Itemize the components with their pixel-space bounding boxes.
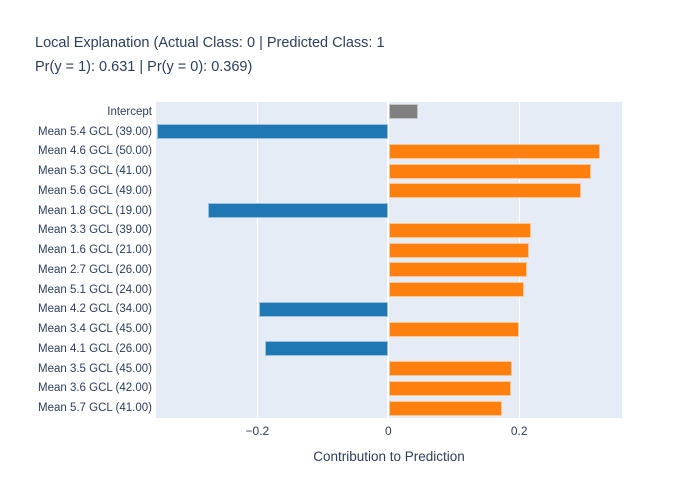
y-axis-label: Intercept xyxy=(107,105,152,118)
bar[interactable] xyxy=(389,222,532,238)
x-tick-label: −0.2 xyxy=(245,424,270,438)
bar[interactable] xyxy=(389,282,525,298)
y-axis-label: Mean 3.3 GCL (39.00) xyxy=(38,224,152,237)
y-axis-label: Mean 1.8 GCL (19.00) xyxy=(38,204,152,217)
bar[interactable] xyxy=(389,163,591,179)
bar[interactable] xyxy=(389,400,503,416)
bar[interactable] xyxy=(389,380,511,396)
y-axis-label: Mean 4.2 GCL (34.00) xyxy=(38,303,152,316)
bar[interactable] xyxy=(389,321,519,337)
x-tick-label: 0.2 xyxy=(510,424,528,438)
x-axis-title: Contribution to Prediction xyxy=(313,449,465,464)
bar[interactable] xyxy=(389,104,419,120)
bar[interactable] xyxy=(156,124,389,140)
chart-title: Local Explanation (Actual Class: 0 | Pre… xyxy=(35,31,385,79)
bar[interactable] xyxy=(389,361,512,377)
y-axis-label: Mean 5.3 GCL (41.00) xyxy=(38,165,152,178)
y-axis-label: Mean 1.6 GCL (21.00) xyxy=(38,244,152,257)
y-axis-label: Mean 5.6 GCL (49.00) xyxy=(38,184,152,197)
x-tick-label: 0 xyxy=(384,424,392,438)
gridline xyxy=(518,102,520,418)
chart-title-line1: Local Explanation (Actual Class: 0 | Pre… xyxy=(35,35,385,51)
y-axis-label: Mean 3.5 GCL (45.00) xyxy=(38,362,152,375)
y-axis-label: Mean 3.4 GCL (45.00) xyxy=(38,323,152,336)
y-axis-label: Mean 4.1 GCL (26.00) xyxy=(38,342,152,355)
y-axis-label: Mean 5.1 GCL (24.00) xyxy=(38,283,152,296)
bar[interactable] xyxy=(207,203,389,219)
y-axis-label: Mean 5.4 GCL (39.00) xyxy=(38,125,152,138)
bar[interactable] xyxy=(389,143,600,159)
y-axis-label: Mean 2.7 GCL (26.00) xyxy=(38,263,152,276)
zero-line xyxy=(387,102,390,418)
plot-area xyxy=(156,102,622,418)
bar[interactable] xyxy=(389,242,530,258)
y-axis-label: Mean 3.6 GCL (42.00) xyxy=(38,382,152,395)
bar[interactable] xyxy=(265,341,389,357)
bar[interactable] xyxy=(389,262,527,278)
bar[interactable] xyxy=(389,183,582,199)
chart-title-line2: Pr(y = 1): 0.631 | Pr(y = 0): 0.369) xyxy=(35,59,253,75)
y-axis-label: Mean 4.6 GCL (50.00) xyxy=(38,145,152,158)
gridline xyxy=(256,102,258,418)
bar[interactable] xyxy=(258,301,389,317)
y-axis-label: Mean 5.7 GCL (41.00) xyxy=(38,402,152,415)
